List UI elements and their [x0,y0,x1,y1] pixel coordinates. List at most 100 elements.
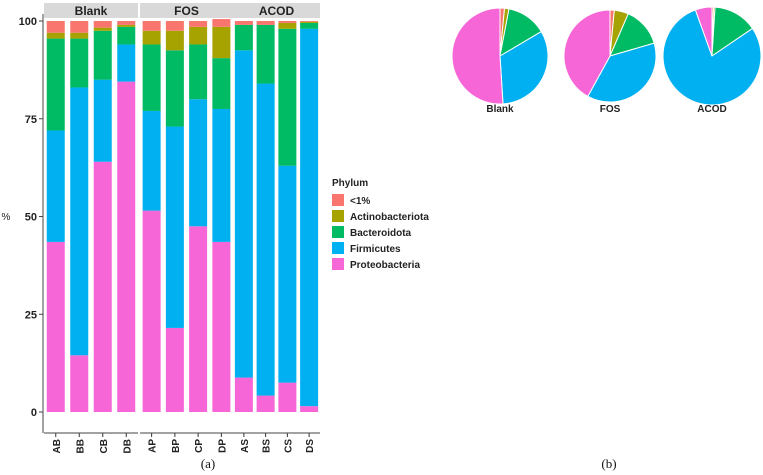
bar-segment [189,26,208,45]
legend-swatch [332,194,344,206]
pie-slice [662,9,762,106]
bar-segment [165,50,184,127]
pie-slice [587,42,657,103]
bar-segment [117,81,136,412]
pie-slice [451,7,504,105]
x-tick-label: AP [148,439,159,453]
bar-segment [46,38,65,131]
y-axis-label: % [2,212,11,223]
bar-segment [142,210,161,412]
bar-segment [165,327,184,412]
legend-label: Bacteroidota [350,228,412,239]
legend-swatch [332,258,344,270]
bar-segment [165,126,184,328]
legend-swatch [332,226,344,238]
facet-label: Blank [75,4,108,18]
bar-segment [212,19,231,27]
bar-segment [46,241,65,412]
x-tick-label: AS [240,439,251,453]
y-tick-label: 0 [31,407,37,419]
bar-segment [142,110,161,211]
bar-segment [234,377,253,412]
x-tick-label: CP [194,439,205,453]
bar-segment [256,24,275,84]
pie-label: Blank [486,104,514,115]
legend-swatch [332,242,344,254]
bar-segment [256,83,275,396]
facet-label: ACOD [259,4,295,18]
bar-segment [256,21,275,25]
legend-label: Proteobacteria [350,260,420,271]
stacked-bar-panel [46,19,319,412]
y-tick-label: 75 [25,114,37,126]
bar-segment [278,382,297,412]
bar-segment [117,21,136,25]
legend-label: <1% [350,196,370,207]
bar-segment [212,58,231,109]
x-tick-label: BP [171,439,182,453]
bar-segment [117,26,136,45]
bar-segment [165,21,184,31]
bar-segment [165,30,184,51]
x-tick-label: BB [75,439,86,453]
x-tick-label: BS [262,439,273,453]
bar-segment [300,406,319,412]
bar-segment [234,50,253,378]
pie-slice [694,6,713,57]
pie-slice [563,9,611,97]
bar-segment [46,32,65,39]
facet-strip [140,3,233,18]
bar-segment [46,130,65,242]
bar-segment [212,241,231,412]
y-tick-label: 50 [25,212,37,224]
panel-label-b: (b) [601,456,616,471]
y-tick-label: 25 [25,309,37,321]
facet-label: FOS [174,4,199,18]
pie-slice [499,30,549,105]
bar-segment [278,21,297,23]
bar-segment [70,21,89,33]
bar-segment [70,355,89,412]
facet-strip [44,3,138,18]
pie-label: FOS [600,104,621,115]
bar-segment [189,99,208,227]
bar-segment [142,44,161,111]
bar-segment [278,28,297,166]
bar-segment [70,32,89,39]
bar-segment [70,38,89,88]
bar-segment [300,22,319,29]
bar-segment [300,21,319,22]
bar-segment [117,44,136,82]
bar-segment [212,108,231,242]
phylum-legend: Phylum <1% Actinobacteriota Bacteroidota Fir… [332,178,429,271]
bar-segment [70,87,89,356]
bar-segment [93,161,112,412]
legend-label: Firmicutes [350,244,401,255]
pie-panel: Blank FOS ACOD [451,6,762,115]
bar-segment [142,21,161,31]
facet-strip [233,3,320,18]
x-tick-label: DS [305,439,316,453]
pie-label: ACOD [697,104,726,115]
y-tick-label: 100 [19,16,37,28]
bar-segment [189,44,208,100]
bar-segment [234,24,253,51]
bar-segment [278,22,297,29]
legend-swatch [332,210,344,222]
bar-segment [278,165,297,383]
bar-segment [189,226,208,412]
bar-segment [300,28,319,407]
bar-segment [234,21,253,25]
bar-segment [46,21,65,33]
bar-segment [93,30,112,80]
bar-segment [142,30,161,45]
bar-segment [93,21,112,28]
bar-axes: Blank FOS ACOD AB BB CB DB AP BP CP DP AS BS CS DS 0 25 5… [2,3,320,453]
bar-segment [93,79,112,162]
x-tick-label: DB [122,439,133,453]
legend-label: Actinobacteriota [350,212,429,223]
x-tick-label: CS [283,439,294,453]
panel-label-a: (a) [201,456,215,471]
legend-title: Phylum [332,178,368,189]
